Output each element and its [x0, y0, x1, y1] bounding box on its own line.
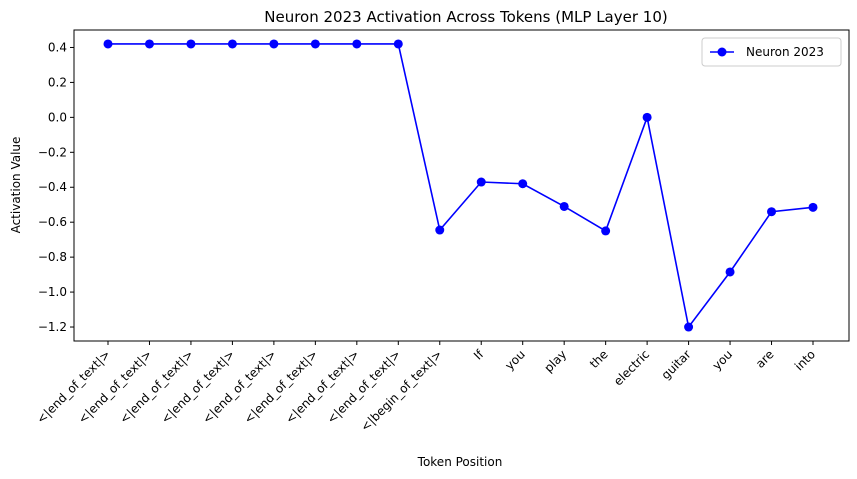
- x-tick-label: <|end_of_text|>: [34, 347, 113, 426]
- y-tick-label: 0.4: [48, 40, 67, 54]
- series-line: [108, 43, 814, 329]
- x-axis-label: Token Position: [417, 455, 503, 469]
- data-point: [103, 39, 113, 49]
- x-tick-label: into: [792, 347, 818, 373]
- data-point: [269, 39, 279, 49]
- chart-title: Neuron 2023 Activation Across Tokens (ML…: [264, 8, 667, 26]
- data-point: [310, 39, 320, 49]
- data-point: [559, 201, 569, 211]
- y-tick-label: −0.4: [38, 180, 67, 194]
- x-tick-label: <|end_of_text|>: [283, 347, 362, 426]
- plot-frame: [73, 29, 850, 342]
- legend: Neuron 2023: [701, 37, 842, 67]
- data-point: [725, 267, 735, 277]
- x-tick-label: you: [502, 347, 528, 373]
- legend-label: Neuron 2023: [746, 45, 824, 59]
- x-tick-label: <|end_of_text|>: [75, 347, 154, 426]
- series-layer: [103, 39, 818, 332]
- y-axis: 0.4 0.2 0.0 −0.2 −0.4 −0.6 −0.8 −1.0 −1.2: [38, 40, 74, 334]
- x-tick-label: play: [541, 347, 569, 375]
- y-tick-label: −0.2: [38, 145, 67, 159]
- x-tick-label: <|end_of_text|>: [241, 347, 320, 426]
- legend-marker: [717, 47, 727, 57]
- legend-box: [701, 37, 842, 67]
- data-point: [476, 177, 486, 187]
- y-tick-label: −0.8: [38, 250, 67, 264]
- data-point: [186, 39, 196, 49]
- x-tick-label: If: [471, 347, 487, 363]
- data-point: [435, 225, 445, 235]
- y-tick-label: −0.6: [38, 215, 67, 229]
- y-tick-label: −1.2: [38, 320, 67, 334]
- data-point: [808, 202, 818, 212]
- data-point: [352, 39, 362, 49]
- data-point: [227, 39, 237, 49]
- x-tick-label: <|end_of_text|>: [200, 347, 279, 426]
- x-tick-label: <|end_of_text|>: [324, 347, 403, 426]
- data-point: [601, 226, 611, 236]
- y-tick-label: −1.0: [38, 285, 67, 299]
- data-point: [518, 179, 528, 189]
- x-tick-label: <|end_of_text|>: [158, 347, 237, 426]
- x-tick-label: <|end_of_text|>: [117, 347, 196, 426]
- data-point: [642, 112, 652, 122]
- x-tick-label: electric: [611, 347, 652, 388]
- data-point: [144, 39, 154, 49]
- x-tick-label: guitar: [659, 347, 694, 382]
- x-tick-label: you: [710, 347, 736, 373]
- x-axis: <|end_of_text|><|end_of_text|><|end_of_t…: [34, 341, 818, 434]
- y-tick-label: 0.2: [48, 75, 67, 89]
- data-point: [684, 322, 694, 332]
- data-point: [393, 39, 403, 49]
- y-axis-label: Activation Value: [9, 137, 23, 234]
- data-point: [767, 207, 777, 217]
- x-tick-label: the: [587, 347, 611, 371]
- y-tick-label: 0.0: [48, 110, 67, 124]
- x-tick-label: are: [753, 347, 777, 371]
- x-tick-label: <|begin_of_text|>: [358, 347, 445, 434]
